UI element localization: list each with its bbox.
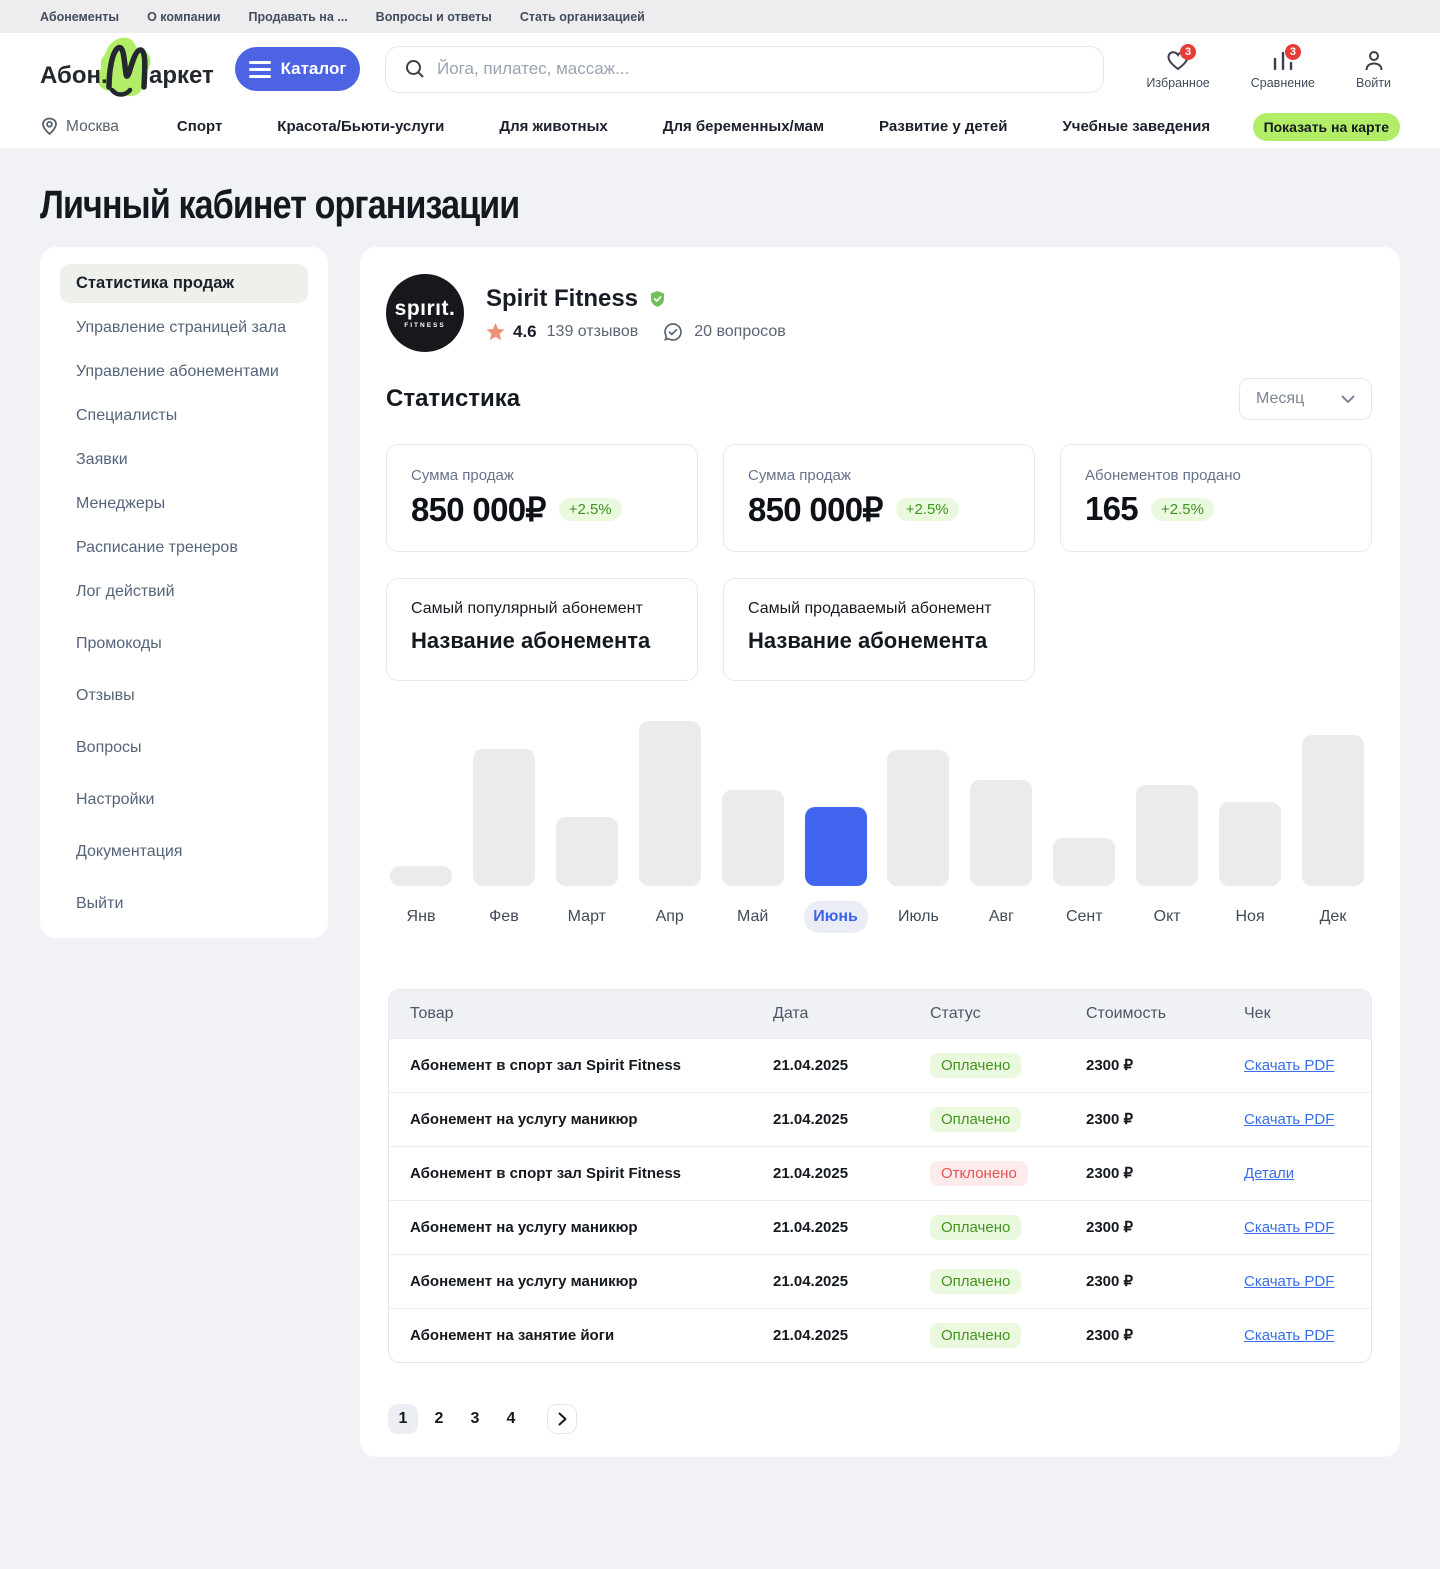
svg-text:аркет: аркет	[149, 62, 214, 89]
svg-text:Абон.: Абон.	[40, 62, 108, 89]
